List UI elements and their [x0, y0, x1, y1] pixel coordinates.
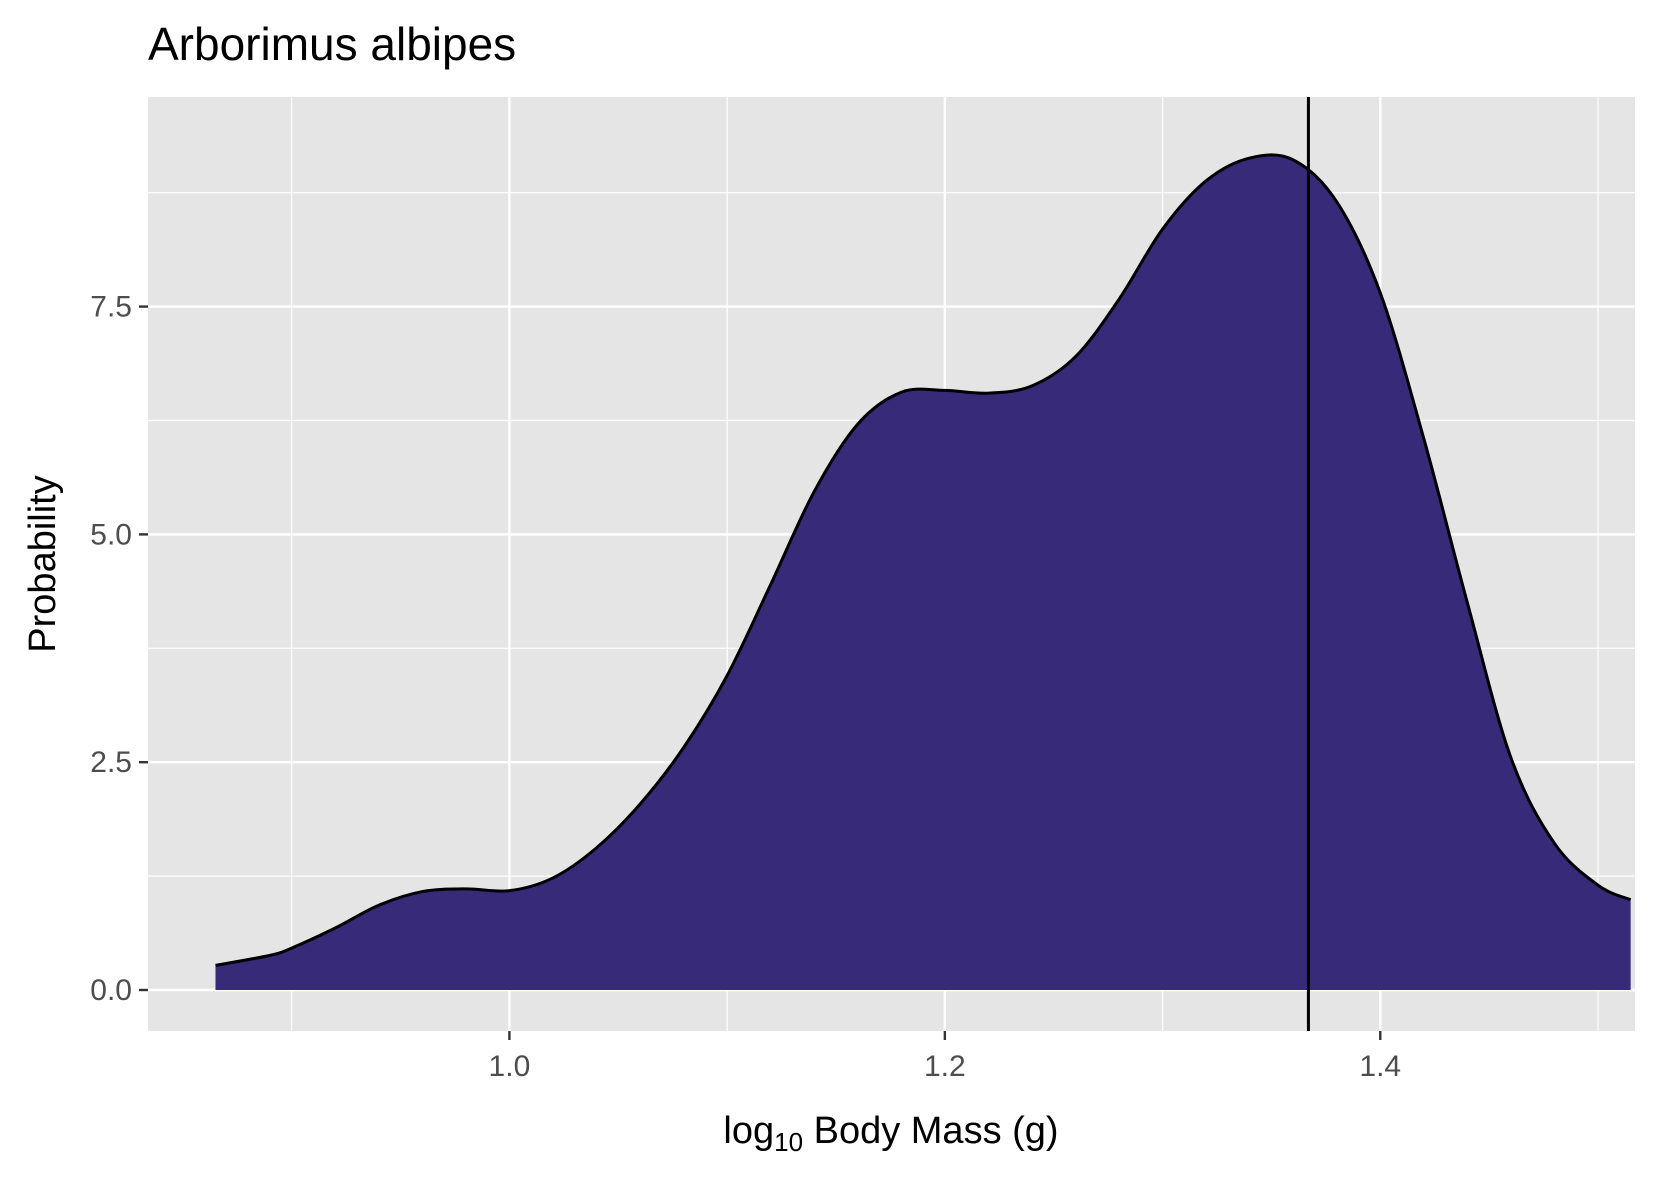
- density-curve: [215, 153, 1632, 967]
- chart-title: Arborimus albipes: [148, 18, 516, 70]
- y-tick-label: 0.0: [90, 974, 132, 1007]
- y-tick-label: 7.5: [90, 291, 132, 324]
- y-axis-title: Probability: [22, 475, 64, 652]
- x-tick-label: 1.2: [924, 1050, 966, 1083]
- x-axis-title: log10 Body Mass (g): [723, 1110, 1058, 1157]
- density-area: [215, 154, 1631, 990]
- x-tick-label: 1.0: [489, 1050, 531, 1083]
- y-tick-label: 2.5: [90, 746, 132, 779]
- y-axis: 0.0 2.5 5.0 7.5: [90, 291, 148, 1007]
- x-tick-label: 1.4: [1359, 1050, 1401, 1083]
- x-axis: 1.0 1.2 1.4: [489, 1031, 1401, 1083]
- y-tick-label: 5.0: [90, 518, 132, 551]
